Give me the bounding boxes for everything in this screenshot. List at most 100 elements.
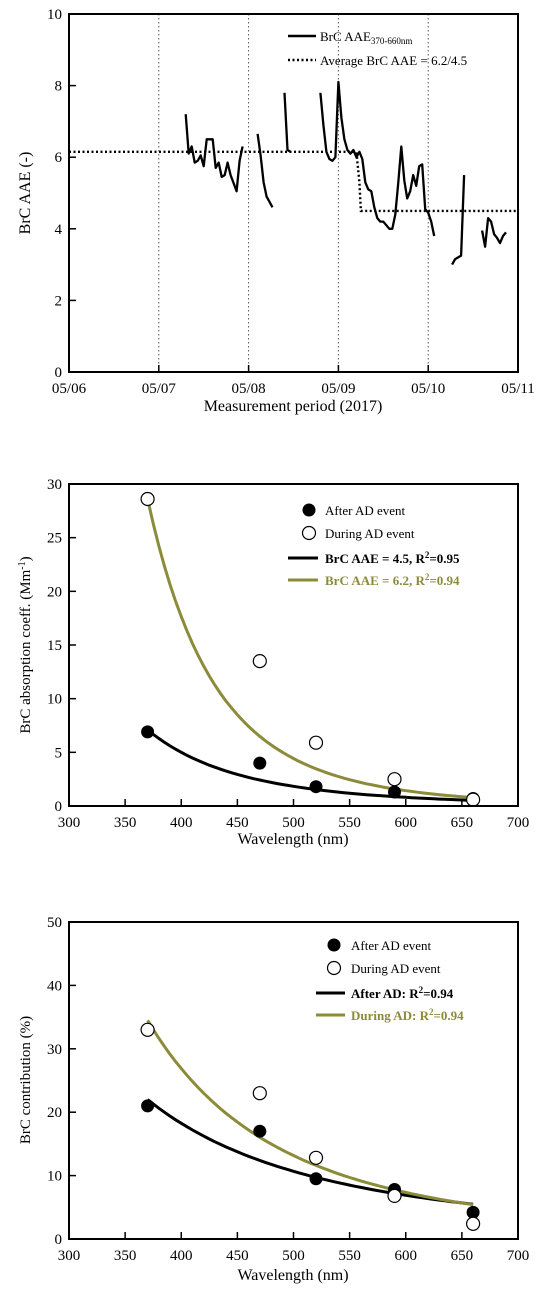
chart-absorption-coeff: 300 350 400 450 500 550 600 650 700051015202530 … (17, 477, 529, 848)
c2-point-after (253, 756, 267, 770)
chart-brc-contribution: 300 350 400 450 500 550 600 650 700 0 10 20 30 40 50 A… (18, 915, 529, 1284)
c2-xtick-label: 700 (507, 815, 530, 831)
c2-point-during (140, 491, 155, 507)
c2-point-during (308, 735, 324, 750)
c3-ytick-label: 30 (47, 1042, 62, 1058)
c1-legend-series-label: BrC AAE370-660nm (320, 29, 412, 46)
c2-ylabel-end: ) (18, 556, 34, 561)
c2-legend-filled-marker (302, 503, 316, 517)
c2-xtick-label: 450 (226, 815, 249, 831)
c2-legend-fit-black-r2: =0.95 (429, 551, 460, 566)
c1-xtick-label: 05/07 (142, 381, 177, 397)
c2-legend-fit-black-sup: 2 (425, 550, 430, 560)
c3-point-during (387, 1188, 402, 1204)
c3-legend-filled-marker (327, 938, 341, 952)
c3-xtick-label: 450 (226, 1248, 249, 1264)
c1-xtick-label: 05/09 (321, 381, 355, 397)
c3-legend-fit-olive: During AD: R2=0.94 (351, 1007, 464, 1023)
c2-legend-fit-olive-sup: 2 (425, 572, 430, 582)
c3-axis-ticks: 300 350 400 450 500 550 600 650 700 0 10 20 30 40 50 (47, 915, 529, 1264)
c1-ytick-label: 10 (47, 7, 62, 23)
c3-legend: After AD event During AD event After AD:… (316, 938, 464, 1023)
c2-xtick-label: 600 (395, 815, 418, 831)
c2-xtick-label: 500 (282, 815, 305, 831)
c1-xtick-label: 05/11 (501, 381, 535, 397)
c1-xtick-label: 05/06 (52, 381, 87, 397)
c2-ylabel: BrC absorption coeff. (Mm-1) (17, 556, 34, 733)
c2-ytick-label: 25 (47, 531, 62, 547)
c3-scatter-points (140, 1022, 481, 1231)
c2-point-during (466, 792, 481, 807)
c1-legend-series-subscript: 370-660nm (371, 36, 413, 46)
c1-axis-ticks: 05/06 05/07 05/08 05/09 05/10 05/11 0 2 4 6 8 10 (47, 7, 535, 397)
c1-aae-series-line (283, 92, 292, 153)
c3-xtick-label: 400 (170, 1248, 193, 1264)
c1-ytick-label: 2 (55, 293, 63, 309)
c3-ytick-label: 0 (55, 1232, 63, 1248)
c3-plot-frame (68, 921, 519, 1240)
c2-ylabel-sup: -1 (17, 561, 28, 569)
c3-legend-fit-black-r2: =0.94 (423, 986, 454, 1001)
c2-ylabel-main: BrC absorption coeff. (Mm (18, 569, 34, 733)
c3-ytick-label: 40 (47, 978, 62, 994)
c1-aae-series-line (184, 114, 244, 193)
c3-ytick-label: 50 (47, 915, 62, 931)
c2-legend-during: During AD event (325, 526, 415, 541)
c3-fit-curve-olive (146, 1019, 474, 1207)
c3-xtick-label: 300 (58, 1248, 81, 1264)
c2-legend: After AD event During AD event BrC AAE =… (288, 503, 460, 588)
c2-legend-fit-black-main: BrC AAE = 4.5, R (325, 551, 425, 566)
c3-legend-after: After AD event (351, 938, 432, 953)
c3-legend-fit-black-main: After AD: R (351, 986, 419, 1001)
c3-xtick-label: 600 (395, 1248, 418, 1264)
c1-ytick-label: 8 (55, 79, 63, 95)
c1-ytick-label: 4 (55, 222, 63, 238)
c2-ytick-label: 10 (47, 692, 62, 708)
c1-series-layer (69, 80, 518, 266)
c1-ytick-label: 0 (55, 365, 63, 381)
c2-axis-ticks: 300 350 400 450 500 550 600 650 700 0 5 10 15 20 25 30 (47, 477, 529, 831)
c2-xtick-label: 400 (170, 815, 193, 831)
c3-legend-fit-black-sup: 2 (419, 985, 424, 995)
c3-xtick-label: 700 (507, 1248, 530, 1264)
c1-ytick-label: 6 (55, 150, 63, 166)
c1-aae-series-line (451, 175, 466, 266)
c2-scatter-points (140, 491, 481, 807)
c2-point-during (387, 772, 402, 787)
c2-ytick-label: 30 (47, 477, 62, 493)
c3-point-after (466, 1205, 480, 1219)
c1-average-line (69, 150, 518, 213)
c1-aae-series-line (319, 80, 436, 237)
c2-fit-curve-olive (146, 498, 474, 799)
chart-aae-timeseries: 05/06 05/07 05/08 05/09 05/10 05/11 0 2 4 6 8 10 Br… (17, 7, 535, 415)
c2-xlabel: Wavelength (nm) (237, 831, 348, 848)
c2-ytick-label: 5 (55, 745, 63, 761)
c1-xtick-label: 05/08 (232, 381, 266, 397)
c3-point-during (140, 1022, 155, 1037)
c3-point-during (466, 1216, 481, 1231)
c3-ytick-label: 10 (47, 1169, 62, 1185)
c3-xtick-label: 650 (451, 1248, 474, 1264)
c3-xtick-label: 350 (114, 1248, 137, 1264)
c3-ytick-label: 20 (47, 1105, 62, 1121)
c3-legend-fit-black: After AD: R2=0.94 (351, 985, 454, 1001)
c2-point-after (388, 785, 401, 799)
c3-point-after (309, 1172, 323, 1186)
c2-legend-fit-olive-r2: =0.94 (429, 573, 460, 588)
c3-point-during (308, 1150, 324, 1165)
c3-xtick-label: 550 (338, 1248, 361, 1264)
c1-ylabel: BrC AAE (-) (17, 152, 34, 235)
c2-legend-fit-olive-main: BrC AAE = 6.2, R (325, 573, 425, 588)
c1-xlabel: Measurement period (2017) (204, 398, 383, 415)
c2-ytick-label: 20 (47, 584, 62, 600)
c2-ytick-label: 15 (47, 638, 62, 654)
c1-legend: BrC AAE370-660nm Average BrC AAE = 6.2/4… (288, 29, 467, 68)
c3-legend-during: During AD event (351, 961, 441, 976)
c2-point-during (252, 653, 267, 669)
c3-legend-open-marker (326, 960, 342, 976)
c1-aae-series-line (256, 133, 274, 208)
c2-point-after (141, 725, 155, 739)
c3-point-after (253, 1124, 267, 1138)
c1-plot-frame (68, 13, 519, 373)
